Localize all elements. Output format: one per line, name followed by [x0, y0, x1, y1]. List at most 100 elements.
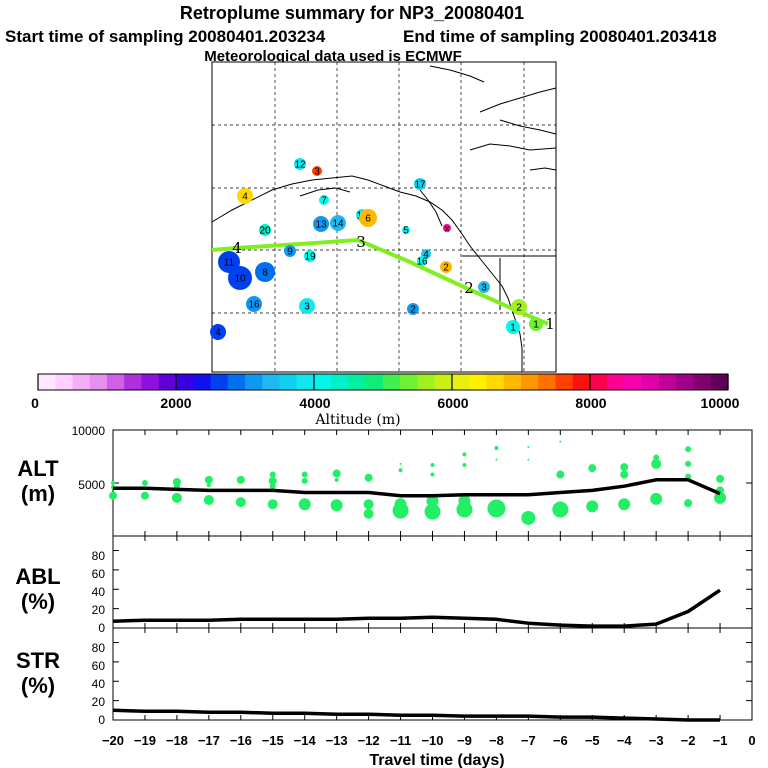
- colorbar-cell: [503, 374, 522, 390]
- plume-marker-dot: [228, 266, 252, 290]
- met-data-label: Meteorological data used is ECMWF: [204, 48, 462, 65]
- plume-marker-dot: [299, 298, 315, 314]
- plume-marker-dot: [284, 245, 296, 257]
- alt-scatter-point: [424, 503, 441, 520]
- figure-title: Retroplume summary for NP3_20080401: [180, 3, 524, 23]
- x-tick-label: −6: [553, 733, 568, 748]
- altitude-colorbar: 0 2000 4000 6000 8000 10000 Altitude (m): [31, 373, 740, 428]
- colorbar-cell: [710, 374, 729, 390]
- alt-scatter-point: [330, 499, 343, 512]
- trajectory-day-label: 3: [356, 233, 366, 251]
- colorbar-cell: [693, 374, 712, 390]
- colorbar-cell: [158, 374, 177, 390]
- x-tick-label: −17: [198, 733, 220, 748]
- x-tick-label: −16: [230, 733, 252, 748]
- alt-scatter-point: [430, 472, 435, 477]
- alt-scatter-point: [684, 499, 693, 508]
- abl-ylabel-unit: (%): [21, 589, 55, 614]
- x-tick-label: −1: [713, 733, 728, 748]
- plume-marker: 7: [319, 195, 329, 207]
- alt-ylabel: ALT: [17, 456, 59, 481]
- alt-scatter-point: [586, 500, 599, 513]
- plume-marker-dot: [359, 209, 377, 227]
- end-time-label: End time of sampling 20080401.203418: [403, 27, 717, 46]
- colorbar-cell: [348, 374, 367, 390]
- plume-marker-dot: [255, 262, 275, 282]
- alt-scatter-point: [206, 483, 211, 488]
- alt-scatter-point: [267, 499, 278, 510]
- plume-marker: 17: [414, 178, 426, 191]
- plume-marker-dot: [210, 324, 226, 340]
- x-axis: −20 −19 −18 −17 −16 −15 −14 −13 −12 −11 −10 −9 −8 −7−…: [102, 733, 756, 748]
- alt-scatter-point: [556, 470, 565, 479]
- plume-marker-label: 20: [259, 226, 271, 237]
- plume-marker-label: 1: [510, 323, 516, 334]
- alt-scatter: [109, 440, 727, 525]
- plume-marker: 1: [506, 320, 520, 334]
- plume-marker-label: 16: [248, 300, 260, 311]
- trajectory-line: [211, 237, 549, 326]
- plume-marker: 2: [511, 299, 527, 315]
- str-ytick-20: 20: [92, 695, 106, 709]
- alt-scatter-point: [172, 477, 181, 486]
- trajectory-day-label: 2: [464, 279, 474, 297]
- plume-marker: x: [443, 224, 451, 235]
- plume-marker-dot: [259, 224, 271, 236]
- alt-panel: ALT (m) 5000 10000: [17, 424, 753, 537]
- abl-panel: ABL (%) 0 20 40 60 80: [15, 535, 753, 635]
- colorbar-cell: [555, 374, 574, 390]
- map-frame: [211, 61, 557, 373]
- colorbar-cell: [314, 374, 332, 390]
- plume-marker: 9: [284, 245, 296, 258]
- alt-scatter-point: [235, 497, 246, 508]
- plume-marker-dot: [440, 261, 452, 273]
- x-tick-label: −7: [521, 733, 536, 748]
- plume-marker-label: 2: [516, 303, 522, 314]
- alt-scatter-point: [462, 462, 467, 467]
- alt-scatter-point: [651, 458, 662, 469]
- colorbar-cell: [400, 374, 419, 390]
- abl-ytick-0: 0: [98, 621, 105, 635]
- x-tick-label: −3: [649, 733, 664, 748]
- str-ytick-80: 80: [92, 641, 106, 655]
- x-tick-label: −4: [617, 733, 633, 748]
- x-tick-label: −10: [421, 733, 443, 748]
- x-tick-label: −5: [585, 733, 600, 748]
- alt-scatter-point: [620, 463, 629, 472]
- alt-scatter-point: [269, 471, 276, 478]
- x-tick-label: −14: [294, 733, 317, 748]
- abl-line-layer: [112, 588, 721, 628]
- trajectory-day-label: 1: [545, 315, 555, 333]
- plume-marker: 5: [402, 226, 410, 237]
- str-frame: [112, 627, 753, 721]
- x-tick-label: −8: [489, 733, 504, 748]
- plume-marker: 4: [210, 324, 226, 340]
- alt-line-layer: [113, 478, 721, 498]
- plume-marker-label: x: [445, 224, 450, 235]
- plume-marker-label: 3: [481, 283, 487, 294]
- alt-scatter-point: [268, 476, 277, 485]
- alt-ylabel-unit: (m): [21, 481, 55, 506]
- alt-scatter-point: [653, 454, 660, 461]
- colorbar-cell: [676, 374, 695, 390]
- colorbar-cell: [227, 374, 246, 390]
- alt-scatter-point: [399, 462, 402, 465]
- plume-marker: 12: [294, 158, 306, 171]
- alt-scatter-point: [559, 440, 562, 443]
- start-time-label: Start time of sampling 20080401.203234: [5, 27, 326, 46]
- colorbar-cell: [245, 374, 263, 390]
- plume-marker-label: 4: [242, 192, 248, 203]
- plume-marker: 2: [407, 303, 419, 316]
- plume-marker-label: 2: [410, 305, 416, 316]
- plume-marker: 3: [312, 166, 322, 178]
- alt-scatter-point: [495, 458, 498, 461]
- plume-marker-label: 11: [224, 258, 235, 269]
- alt-scatter-point: [236, 475, 245, 484]
- plume-marker-dot: [330, 215, 346, 231]
- plume-marker-label: 19: [304, 252, 316, 263]
- alt-scatter-point: [203, 494, 214, 505]
- alt-scatter-point: [430, 462, 435, 467]
- alt-scatter-point: [588, 464, 597, 473]
- alt-scatter-point: [618, 498, 631, 511]
